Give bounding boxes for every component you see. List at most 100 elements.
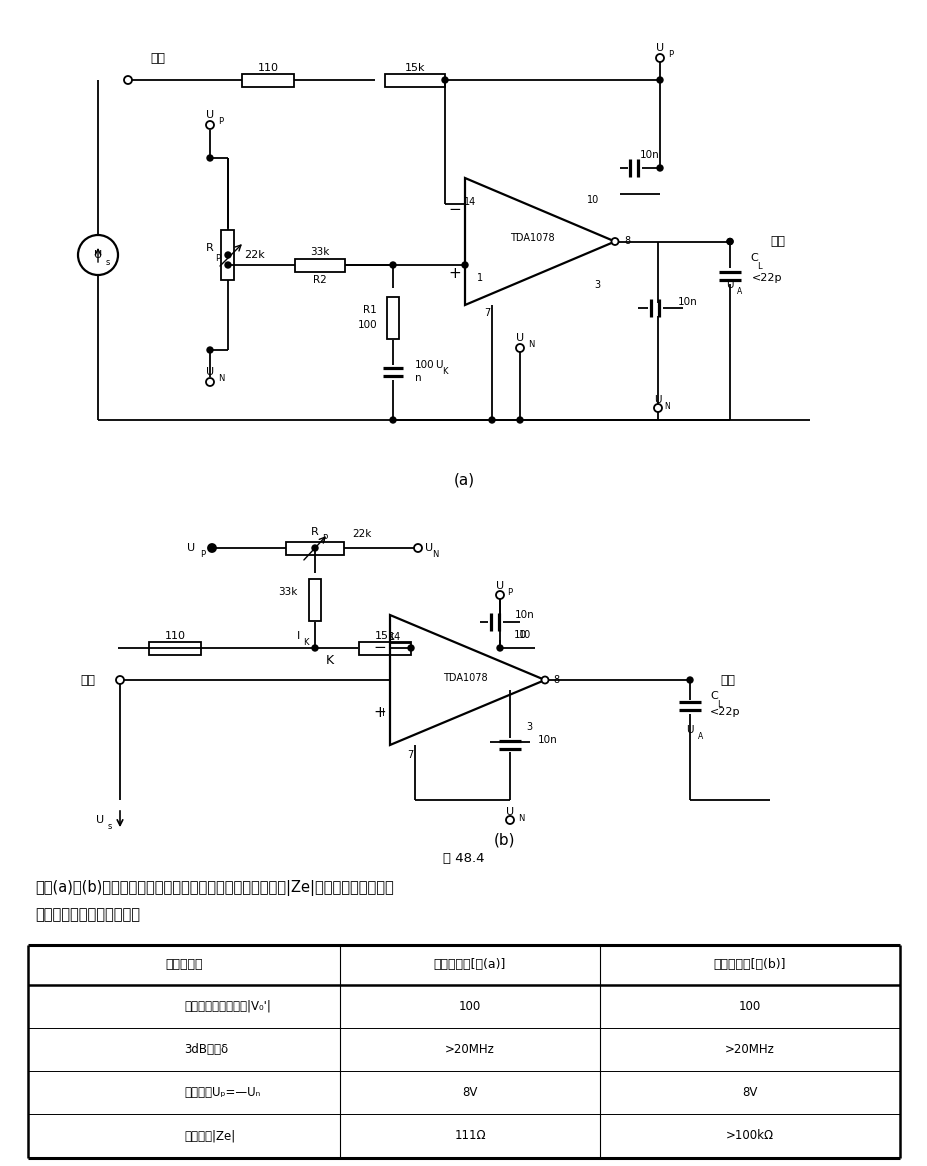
Bar — [387, 297, 399, 339]
Text: 14: 14 — [464, 197, 476, 208]
Text: 3dB带宽δ: 3dB带宽δ — [184, 1044, 228, 1056]
Text: N: N — [517, 814, 524, 823]
Circle shape — [611, 238, 617, 245]
Text: R1: R1 — [362, 305, 376, 315]
Text: R: R — [311, 527, 319, 538]
Text: 100: 100 — [414, 360, 434, 370]
Text: P: P — [200, 550, 205, 559]
Text: N: N — [432, 550, 438, 559]
Text: I: I — [382, 708, 385, 717]
Circle shape — [408, 645, 413, 651]
Text: TDA1078: TDA1078 — [509, 233, 553, 243]
Text: U: U — [515, 333, 524, 343]
Text: U: U — [206, 367, 214, 377]
Text: U: U — [186, 543, 195, 553]
Circle shape — [489, 417, 494, 423]
Text: A: A — [736, 287, 742, 296]
Text: 110: 110 — [164, 631, 185, 641]
Text: s: s — [106, 258, 110, 267]
Text: >100kΩ: >100kΩ — [725, 1129, 773, 1142]
Circle shape — [209, 545, 215, 552]
Text: 10n: 10n — [678, 297, 697, 307]
Text: K: K — [441, 367, 447, 375]
Text: 低频下闭环放大系数|V₀'|: 低频下闭环放大系数|V₀'| — [184, 1000, 271, 1013]
Text: s: s — [108, 822, 112, 831]
Text: 10: 10 — [518, 630, 530, 640]
Bar — [222, 230, 235, 280]
Text: I: I — [297, 631, 299, 641]
Text: U: U — [655, 43, 664, 52]
Circle shape — [224, 262, 231, 268]
Text: 输出: 输出 — [719, 674, 734, 687]
Bar — [149, 641, 201, 654]
Text: 8V: 8V — [462, 1086, 477, 1100]
Text: C: C — [709, 691, 717, 701]
Text: 110: 110 — [257, 63, 278, 73]
Bar — [385, 73, 445, 86]
Text: 7: 7 — [406, 750, 413, 760]
Text: P: P — [667, 50, 672, 59]
Text: (b): (b) — [494, 833, 515, 848]
Text: 输入: 输入 — [150, 51, 165, 64]
Circle shape — [389, 262, 396, 268]
Text: U: U — [435, 360, 442, 370]
Text: N: N — [664, 402, 669, 410]
Circle shape — [505, 816, 514, 824]
Text: N: N — [218, 374, 224, 382]
Circle shape — [389, 417, 396, 423]
Text: 22k: 22k — [244, 250, 264, 260]
Text: P: P — [218, 117, 222, 126]
Text: 10: 10 — [586, 195, 599, 205]
Text: −: − — [373, 640, 386, 655]
Circle shape — [207, 155, 213, 161]
Text: 100: 100 — [458, 1000, 480, 1013]
Circle shape — [515, 344, 524, 352]
Text: 33k: 33k — [310, 247, 329, 257]
Text: U: U — [425, 543, 433, 553]
Text: 15k: 15k — [375, 631, 395, 641]
Text: 8V: 8V — [742, 1086, 756, 1100]
Text: A: A — [697, 732, 703, 742]
Circle shape — [656, 77, 662, 83]
Circle shape — [441, 77, 448, 83]
Bar — [286, 541, 344, 555]
Text: −: − — [448, 202, 461, 217]
Text: 100: 100 — [738, 1000, 760, 1013]
Circle shape — [208, 545, 216, 552]
Text: U: U — [505, 807, 514, 817]
Circle shape — [726, 239, 732, 245]
Text: 22k: 22k — [352, 529, 372, 539]
Text: TDA1078: TDA1078 — [442, 673, 487, 683]
Text: U: U — [206, 110, 214, 120]
Text: 10n: 10n — [514, 610, 534, 620]
Text: P: P — [506, 588, 512, 597]
Text: U: U — [495, 581, 503, 591]
Text: (a): (a) — [453, 472, 474, 487]
Text: <22p: <22p — [751, 273, 781, 283]
Circle shape — [311, 545, 318, 552]
Circle shape — [541, 676, 548, 683]
Text: 33k: 33k — [278, 586, 298, 597]
Text: 主要技术数据如下表所示。: 主要技术数据如下表所示。 — [35, 907, 140, 922]
Circle shape — [462, 262, 467, 268]
Text: 8: 8 — [623, 237, 629, 246]
Text: >20MHz: >20MHz — [445, 1044, 494, 1056]
Circle shape — [497, 645, 502, 651]
Text: 同相输入端[图(b)]: 同相输入端[图(b)] — [713, 958, 785, 971]
Circle shape — [124, 76, 132, 84]
Circle shape — [413, 545, 422, 552]
Circle shape — [656, 166, 662, 171]
Circle shape — [206, 121, 214, 129]
Text: K: K — [325, 653, 334, 667]
Text: n: n — [414, 373, 421, 382]
Text: 14: 14 — [388, 632, 400, 642]
Text: U: U — [726, 280, 733, 290]
Text: 输出: 输出 — [769, 236, 784, 248]
Bar — [309, 580, 321, 621]
Circle shape — [311, 645, 318, 651]
Text: 输入: 输入 — [81, 674, 95, 687]
Circle shape — [516, 417, 523, 423]
Circle shape — [686, 677, 692, 683]
Text: 100: 100 — [357, 319, 376, 330]
Circle shape — [224, 252, 231, 258]
